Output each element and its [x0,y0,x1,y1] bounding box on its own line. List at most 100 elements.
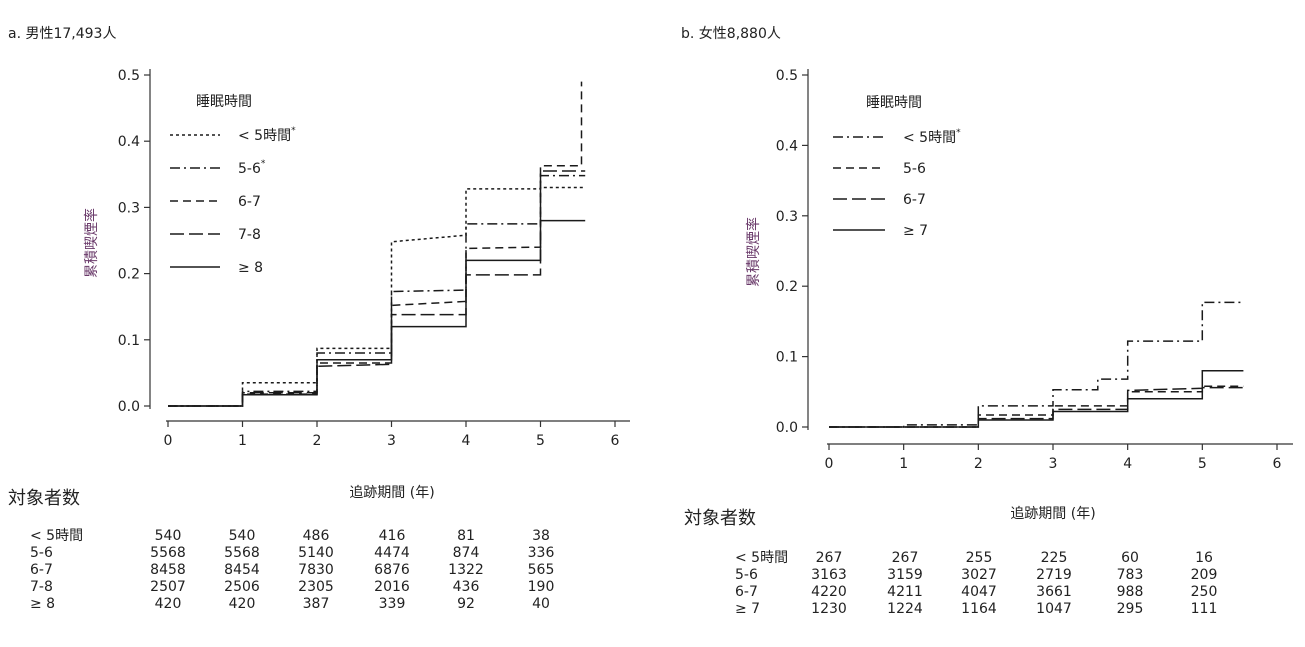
panel-a-series-line-3 [168,81,583,407]
panel-a-legend-label-2: 5-6* [238,159,266,177]
panel-a-risk-value: 2507 [150,579,186,595]
panel-b-risk-table-title: 対象者数 [684,508,756,529]
panel-a-series-line-1 [168,186,586,407]
panel-a-legend-label-5: ≥ 8 [238,260,263,276]
panel-a-risk-value: 420 [155,596,182,612]
panel-a-risk-value: 339 [379,596,406,612]
panel-a-legend-label-3: 6-7 [238,194,261,210]
panel-a-y-tick-label: 0.4 [118,134,140,150]
panel-a-risk-value: 2506 [224,579,260,595]
panel-b-series-line-3 [829,386,1244,428]
panel-a-risk-value: 81 [457,528,475,544]
panel-a-risk-row-label: 7-8 [30,579,53,595]
panel-a-risk-value: 2305 [298,579,334,595]
panel-b-risk-value: 4211 [887,584,923,600]
panel-a-risk-value: 540 [155,528,182,544]
panel-b-risk-value: 1164 [961,601,997,617]
panel-b-legend-label-3: 6-7 [903,192,926,208]
panel-a-x-tick-label: 2 [313,433,322,449]
panel-b-risk-row-label: < 5時間 [735,550,788,566]
panel-b-risk-value: 3661 [1036,584,1072,600]
panel-b-risk-value: 111 [1191,601,1218,617]
panel-a-risk-row-label: ≥ 8 [30,596,55,612]
panel-a-risk-value: 8458 [150,562,186,578]
panel-a-risk-value: 540 [229,528,256,544]
panel-a-x-axis-title: 追跡期間 (年) [349,485,434,501]
panel-a-risk-value: 190 [528,579,555,595]
panel-b-y-axis-title: 累積喫煙率 [745,217,762,287]
panel-a-risk-row-label: 5-6 [30,545,53,561]
panel-b-y-tick-label: 0.1 [776,350,798,366]
panel-a-risk-row-label: 6-7 [30,562,53,578]
panel-b-risk-value: 250 [1191,584,1218,600]
panel-b-risk-value: 2719 [1036,567,1072,583]
panel-b-risk-value: 267 [816,550,843,566]
panel-a-risk-value: 38 [532,528,550,544]
panel-a-risk-value: 5568 [224,545,260,561]
panel-b-risk-value: 4220 [811,584,847,600]
panel-a-x-tick-label: 3 [387,433,396,449]
panel-a-legend-label-4: 7-8 [238,227,261,243]
panel-b-risk-value: 16 [1195,550,1213,566]
panel-a-legend-title: 睡眠時間 [196,94,252,110]
panel-a-risk-value: 420 [229,596,256,612]
panel-b-x-tick-label: 3 [1049,456,1058,472]
panel-b-legend-label-1: < 5時間* [903,128,961,146]
panel-a-x-tick-label: 0 [164,433,173,449]
panel-b-legend-label-4: ≥ 7 [903,223,928,239]
panel-b-x-tick-label: 1 [899,456,908,472]
panel-b-risk-value: 1230 [811,601,847,617]
panel-a-legend-label-1: < 5時間* [238,126,296,144]
panel-b-risk-row-label: 6-7 [735,584,758,600]
panel-a-risk-value: 5568 [150,545,186,561]
panel-b-risk-value: 988 [1117,584,1144,600]
panel-b-risk-value: 3027 [961,567,997,583]
panel-b-risk-value: 225 [1041,550,1068,566]
panel-b-legend-title: 睡眠時間 [866,95,922,111]
panel-b-y-tick-label: 0.4 [776,138,798,154]
panel-b-risk-row-label: 5-6 [735,567,758,583]
panel-b-x-tick-label: 6 [1273,456,1282,472]
panel-a-series-line-2 [168,174,586,407]
panel-b-x-axis-title: 追跡期間 (年) [1010,506,1095,522]
panel-b-x-tick-label: 4 [1123,456,1132,472]
panel-a-risk-value: 8454 [224,562,260,578]
panel-b-risk-value: 60 [1121,550,1139,566]
panel-a-risk-value: 92 [457,596,475,612]
panel-a-y-tick-label: 0.2 [118,267,140,283]
panel-a-y-tick-label: 0.5 [118,68,140,84]
panel-b-series-line-4 [829,369,1244,428]
panel-b-x-tick-label: 5 [1198,456,1207,472]
panel-a-y-tick-label: 0.1 [118,333,140,349]
panel-a-risk-value: 486 [303,528,330,544]
panel-a-x-tick-label: 6 [611,433,620,449]
panel-b-legend-label-2: 5-6 [903,161,926,177]
panel-b-risk-value: 783 [1117,567,1144,583]
panel-b-risk-value: 4047 [961,584,997,600]
panel-a-risk-table-title: 対象者数 [8,488,80,509]
panel-a-risk-value: 436 [453,579,480,595]
panel-b-x-tick-label: 0 [825,456,834,472]
panel-b-risk-value: 1047 [1036,601,1072,617]
panel-b-risk-value: 295 [1117,601,1144,617]
panel-a-risk-value: 874 [453,545,480,561]
panel-b-risk-value: 1224 [887,601,923,617]
panel-a-risk-value: 565 [528,562,555,578]
panel-a-legend-superscript: * [291,126,296,136]
panel-a-risk-value: 5140 [298,545,334,561]
panel-a-legend-superscript: * [261,159,266,169]
panel-a-title: a. 男性17,493人 [8,26,116,42]
panel-b-y-tick-label: 0.3 [776,209,798,225]
panel-a-series-line-5 [168,219,586,407]
panel-a-risk-value: 1322 [448,562,484,578]
panel-b-risk-value: 3163 [811,567,847,583]
panel-a-x-tick-label: 5 [536,433,545,449]
panel-b-y-tick-label: 0.2 [776,279,798,295]
panel-b-risk-value: 267 [892,550,919,566]
panel-a-risk-value: 2016 [374,579,410,595]
panel-b-x-tick-label: 2 [974,456,983,472]
panel-a-risk-value: 336 [528,545,555,561]
panel-a-x-tick-label: 1 [238,433,247,449]
panel-a-y-tick-label: 0.0 [118,399,140,415]
